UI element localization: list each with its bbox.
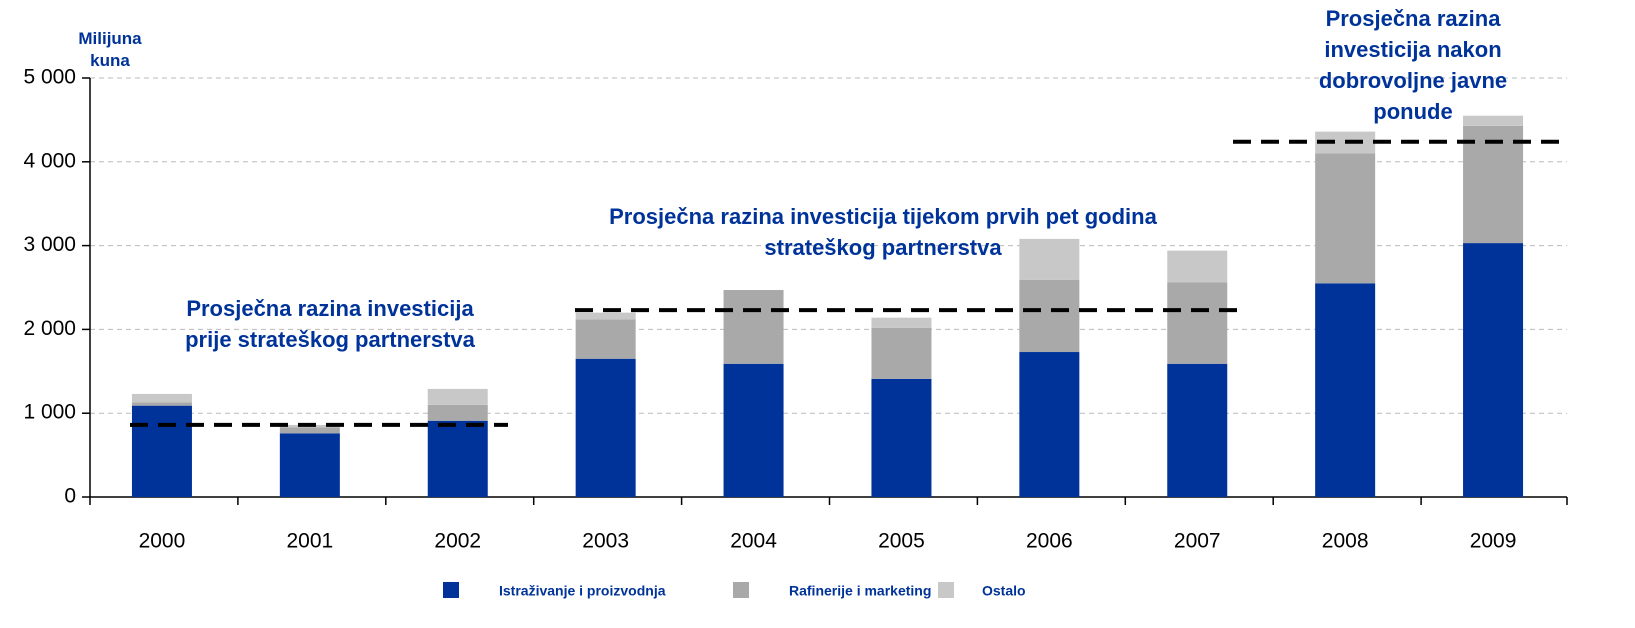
- x-tick-label: 2000: [139, 530, 186, 553]
- annotation: dobrovoljne javne: [1319, 68, 1507, 93]
- x-tick-label: 2002: [434, 530, 481, 553]
- bar-segment: [1019, 352, 1080, 497]
- bar-segment: [427, 388, 488, 405]
- x-tick-label: 2007: [1174, 530, 1221, 553]
- x-tick-label: 2001: [286, 530, 333, 553]
- bar-segment: [723, 290, 784, 364]
- bar-segment: [871, 317, 932, 328]
- annotation: investicija nakon: [1324, 37, 1501, 62]
- bar-segment: [723, 363, 784, 497]
- bar-segment: [1315, 153, 1376, 284]
- bar-segment: [427, 420, 488, 497]
- bar-segment: [279, 433, 340, 497]
- bar-segment: [575, 358, 636, 497]
- y-tick-label: 5 000: [23, 66, 76, 89]
- y-tick-label: 4 000: [23, 149, 76, 172]
- annotation: strateškog partnerstva: [764, 235, 1002, 260]
- legend-label: Ostalo: [982, 583, 1026, 599]
- bar-segment: [1019, 238, 1080, 280]
- annotation: Prosječna razina investicija: [186, 296, 474, 321]
- annotation: Prosječna razina: [1326, 6, 1502, 31]
- x-tick-label: 2003: [582, 530, 629, 553]
- y-tick-label: 0: [64, 485, 76, 508]
- y-tick-label: 1 000: [23, 401, 76, 424]
- bar-segment: [427, 404, 488, 421]
- bar-segment: [1167, 250, 1228, 283]
- legend-swatch: [733, 582, 749, 598]
- bar-segment: [131, 405, 192, 497]
- legend-swatch: [938, 582, 954, 598]
- annotation: Prosječna razina investicija tijekom prv…: [609, 204, 1157, 229]
- x-tick-label: 2006: [1026, 530, 1073, 553]
- bar-segment: [1167, 282, 1228, 364]
- bar-segment: [131, 402, 192, 406]
- bar-segment: [1167, 363, 1228, 497]
- legend-label: Istraživanje i proizvodnja: [499, 583, 666, 599]
- bar-segment: [131, 393, 192, 403]
- bar-segment: [871, 327, 932, 379]
- y-tick-label: 2 000: [23, 317, 76, 340]
- annotation: prije strateškog partnerstva: [185, 327, 476, 352]
- bar-segment: [575, 312, 636, 320]
- x-tick-label: 2009: [1470, 530, 1517, 553]
- annotation: ponude: [1373, 99, 1452, 124]
- legend-swatch: [443, 582, 459, 598]
- x-tick-label: 2008: [1322, 530, 1369, 553]
- bar-segment: [1463, 243, 1524, 497]
- bar-segment: [1019, 279, 1080, 353]
- bar-segment: [1463, 115, 1524, 126]
- x-tick-label: 2005: [878, 530, 925, 553]
- y-tick-label: 3 000: [23, 233, 76, 256]
- bar-segment: [1463, 125, 1524, 244]
- bar-segment: [1315, 283, 1376, 497]
- bar-segment: [871, 378, 932, 497]
- x-tick-label: 2004: [730, 530, 777, 553]
- y-axis-label: Milijuna kuna: [78, 29, 142, 70]
- bar-segment: [279, 427, 340, 434]
- bar-segment: [575, 319, 636, 359]
- legend-label: Rafinerije i marketing: [789, 583, 931, 599]
